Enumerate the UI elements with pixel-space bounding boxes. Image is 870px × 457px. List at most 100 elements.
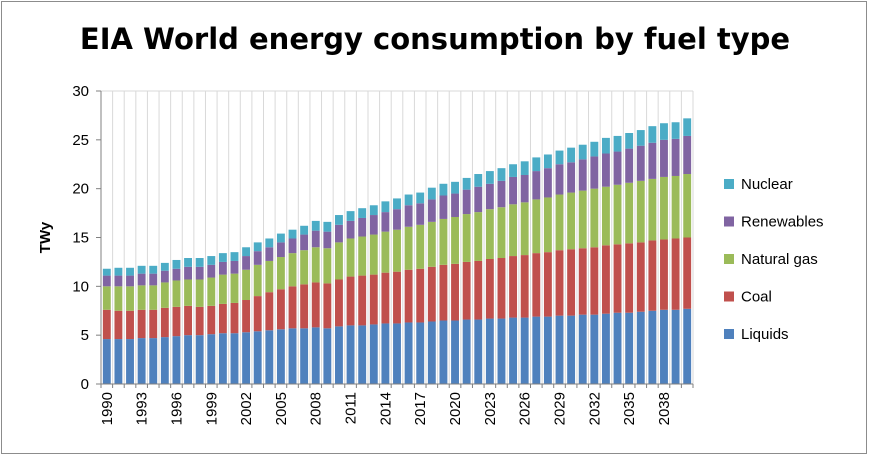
bar-natural-gas	[451, 216, 459, 264]
x-tick-label: 1999	[203, 392, 220, 425]
x-tick-label: 2029	[552, 392, 569, 425]
bar-liquids	[439, 320, 448, 384]
bar-nuclear	[451, 181, 459, 194]
bar-coal	[625, 243, 634, 313]
bar-natural-gas	[335, 242, 343, 280]
bar-coal	[323, 283, 332, 329]
bar-renewables	[242, 256, 251, 270]
bar-liquids	[555, 315, 564, 384]
bar-renewables	[683, 135, 692, 175]
legend-label: Natural gas	[741, 251, 818, 268]
bar-liquids	[590, 314, 599, 384]
legend-swatch	[724, 291, 734, 302]
bar-renewables	[636, 145, 645, 181]
x-tick-label: 2005	[273, 392, 290, 425]
bar-nuclear	[137, 265, 146, 274]
bar-liquids	[230, 333, 239, 384]
bar-natural-gas	[404, 226, 413, 270]
bar-liquids	[474, 319, 483, 384]
bar-renewables	[532, 171, 541, 200]
chart-title: EIA World energy consumption by fuel typ…	[79, 22, 791, 56]
bar-liquids	[671, 309, 680, 384]
bar-natural-gas	[660, 176, 668, 240]
x-tick-label: 2032	[586, 392, 603, 425]
y-tick-label: 30	[72, 83, 89, 100]
bar-coal	[578, 248, 587, 315]
bar-natural-gas	[520, 202, 529, 256]
x-tick-label: 2014	[377, 392, 394, 425]
bar-liquids	[648, 310, 657, 384]
bar-liquids	[578, 314, 587, 384]
bar-renewables	[288, 238, 297, 254]
x-tick-label: 2008	[308, 392, 325, 425]
bar-natural-gas	[601, 186, 610, 246]
bar-natural-gas	[218, 274, 227, 304]
x-tick-label: 2002	[238, 392, 255, 425]
bar-renewables	[137, 273, 146, 286]
bar-nuclear	[276, 233, 285, 243]
bar-nuclear	[311, 220, 320, 231]
bar-coal	[207, 305, 216, 335]
bar-liquids	[416, 322, 425, 384]
bar-liquids	[195, 335, 204, 384]
bar-liquids	[184, 335, 192, 384]
bar-coal	[242, 300, 251, 333]
bar-coal	[149, 309, 158, 339]
bar-liquids	[335, 326, 343, 384]
bar-coal	[288, 286, 297, 329]
bar-coal	[427, 266, 436, 322]
bar-natural-gas	[439, 218, 448, 265]
bar-renewables	[149, 273, 158, 286]
bar-natural-gas	[590, 188, 599, 248]
bar-liquids	[160, 337, 169, 384]
bar-nuclear	[126, 267, 134, 276]
bar-coal	[497, 258, 506, 319]
bar-nuclear	[416, 192, 425, 204]
bar-nuclear	[218, 253, 227, 262]
bar-nuclear	[567, 147, 576, 163]
bar-coal	[474, 260, 483, 320]
bar-renewables	[462, 189, 471, 215]
bar-natural-gas	[648, 178, 657, 241]
bar-renewables	[474, 186, 483, 213]
y-tick-label: 5	[81, 327, 89, 344]
bar-nuclear	[335, 215, 343, 225]
bar-coal	[102, 309, 111, 340]
bar-coal	[613, 244, 622, 313]
bar-coal	[520, 255, 529, 318]
bar-nuclear	[485, 171, 494, 184]
bar-renewables	[613, 151, 622, 185]
bar-natural-gas	[393, 229, 401, 272]
bar-renewables	[578, 159, 587, 191]
legend-label: Coal	[741, 289, 772, 306]
bar-liquids	[369, 324, 378, 384]
bar-natural-gas	[311, 247, 320, 283]
bar-liquids	[404, 322, 413, 384]
bar-coal	[543, 252, 552, 317]
x-tick-label: 2038	[656, 392, 673, 425]
bar-coal	[369, 274, 378, 325]
bar-renewables	[102, 275, 111, 287]
bar-renewables	[195, 266, 204, 280]
bar-nuclear	[462, 177, 471, 190]
bar-liquids	[520, 317, 529, 384]
bar-coal	[137, 309, 146, 339]
bar-liquids	[393, 323, 401, 384]
x-tick-label: 1990	[99, 392, 116, 425]
bar-liquids	[636, 311, 645, 384]
bar-coal	[648, 240, 657, 311]
bar-coal	[636, 242, 645, 312]
bar-liquids	[300, 328, 309, 384]
bar-nuclear	[520, 161, 529, 175]
legend-swatch	[724, 254, 734, 264]
bar-natural-gas	[485, 209, 494, 259]
bar-liquids	[485, 318, 494, 384]
bar-natural-gas	[253, 264, 262, 297]
bar-renewables	[509, 176, 518, 205]
bar-natural-gas	[416, 224, 425, 269]
bar-nuclear	[300, 225, 309, 235]
y-tick-label: 25	[72, 132, 89, 149]
bar-natural-gas	[625, 182, 634, 244]
bar-nuclear	[648, 126, 657, 143]
bar-renewables	[114, 275, 123, 287]
